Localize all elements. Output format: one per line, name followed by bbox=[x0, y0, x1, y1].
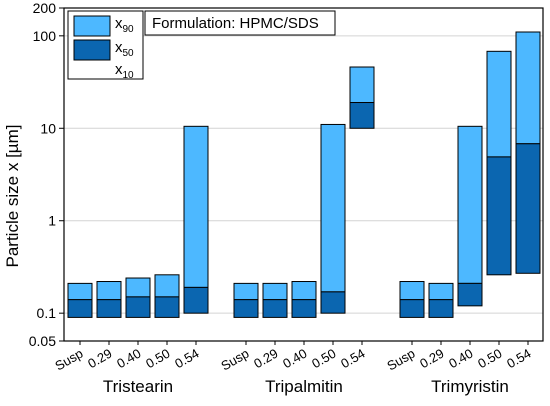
x-tick-label: Susp bbox=[52, 346, 85, 374]
x-tick-label: 0.40 bbox=[446, 346, 475, 372]
x-tick-label: 0.50 bbox=[309, 346, 338, 372]
legend: x90 x50 x10 bbox=[67, 10, 144, 81]
bar-upper-x50-x90 bbox=[399, 281, 425, 301]
formulation-text: Formulation: HPMC/SDS bbox=[152, 15, 319, 32]
x-tick-label: 0.54 bbox=[504, 346, 533, 372]
group-label: Tripalmitin bbox=[265, 377, 343, 396]
bar-upper-x50-x90 bbox=[125, 277, 151, 298]
bar-lower-x10-x50 bbox=[183, 286, 209, 314]
bar-upper-x50-x90 bbox=[96, 281, 122, 301]
x-tick-label: 0.50 bbox=[143, 346, 172, 372]
bars bbox=[67, 31, 541, 318]
legend-label: x90 bbox=[115, 15, 134, 35]
bar-lower-x10-x50 bbox=[291, 299, 317, 318]
x-tick-label: Susp bbox=[218, 346, 251, 374]
bar-lower-x10-x50 bbox=[262, 299, 288, 318]
bar-upper-x50-x90 bbox=[515, 31, 541, 145]
bar-lower-x10-x50 bbox=[486, 156, 512, 276]
legend-label: x50 bbox=[115, 39, 134, 59]
bar-upper-x50-x90 bbox=[457, 125, 483, 284]
y-tick-label: 10 bbox=[40, 120, 56, 136]
y-tick-label: 0.05 bbox=[29, 333, 56, 349]
legend-swatch bbox=[73, 39, 111, 61]
x-tick-label: 0.29 bbox=[417, 346, 446, 372]
bar-upper-x50-x90 bbox=[233, 282, 259, 301]
legend-label: x10 bbox=[115, 61, 134, 81]
group-label: Tristearin bbox=[103, 377, 173, 396]
bar-lower-x10-x50 bbox=[349, 102, 375, 129]
x-tick-label: 0.29 bbox=[251, 346, 280, 372]
x-tick-label: Susp bbox=[384, 346, 417, 374]
y-tick-label: 200 bbox=[33, 0, 57, 16]
x-tick-label: 0.40 bbox=[114, 346, 143, 372]
bar-upper-x50-x90 bbox=[349, 66, 375, 104]
formulation-annotation: Formulation: HPMC/SDS bbox=[144, 10, 336, 36]
y-axis-label: Particle size x [µm] bbox=[3, 125, 22, 268]
bar-lower-x10-x50 bbox=[154, 296, 180, 318]
bar-lower-x10-x50 bbox=[96, 299, 122, 318]
bar-lower-x10-x50 bbox=[125, 296, 151, 318]
bar-lower-x10-x50 bbox=[233, 299, 259, 318]
bar-lower-x10-x50 bbox=[320, 291, 346, 314]
bar-lower-x10-x50 bbox=[457, 282, 483, 307]
bar-upper-x50-x90 bbox=[320, 123, 346, 293]
bar-upper-x50-x90 bbox=[67, 282, 93, 301]
bar-upper-x50-x90 bbox=[486, 50, 512, 158]
x-tick-label: 0.50 bbox=[475, 346, 504, 372]
bar-upper-x50-x90 bbox=[291, 281, 317, 301]
bar-lower-x10-x50 bbox=[428, 299, 454, 318]
bar-lower-x10-x50 bbox=[67, 299, 93, 318]
bar-upper-x50-x90 bbox=[183, 125, 209, 288]
y-tick-label: 100 bbox=[33, 28, 57, 44]
x-tick-label: 0.29 bbox=[85, 346, 114, 372]
x-tick-label: 0.54 bbox=[172, 346, 201, 372]
y-tick-label: 1 bbox=[48, 213, 56, 229]
x-tick-label: 0.54 bbox=[338, 346, 367, 372]
y-axis: 0.05 0.1 1 10 100 200 bbox=[29, 0, 64, 349]
bar-lower-x10-x50 bbox=[515, 143, 541, 274]
bar-upper-x50-x90 bbox=[154, 274, 180, 298]
bar-upper-x50-x90 bbox=[428, 282, 454, 301]
y-tick-label: 0.1 bbox=[37, 305, 57, 321]
bar-lower-x10-x50 bbox=[399, 299, 425, 318]
bar-upper-x50-x90 bbox=[262, 282, 288, 301]
x-tick-label: 0.40 bbox=[280, 346, 309, 372]
group-label: Trimyristin bbox=[431, 377, 509, 396]
legend-swatch bbox=[73, 15, 111, 37]
